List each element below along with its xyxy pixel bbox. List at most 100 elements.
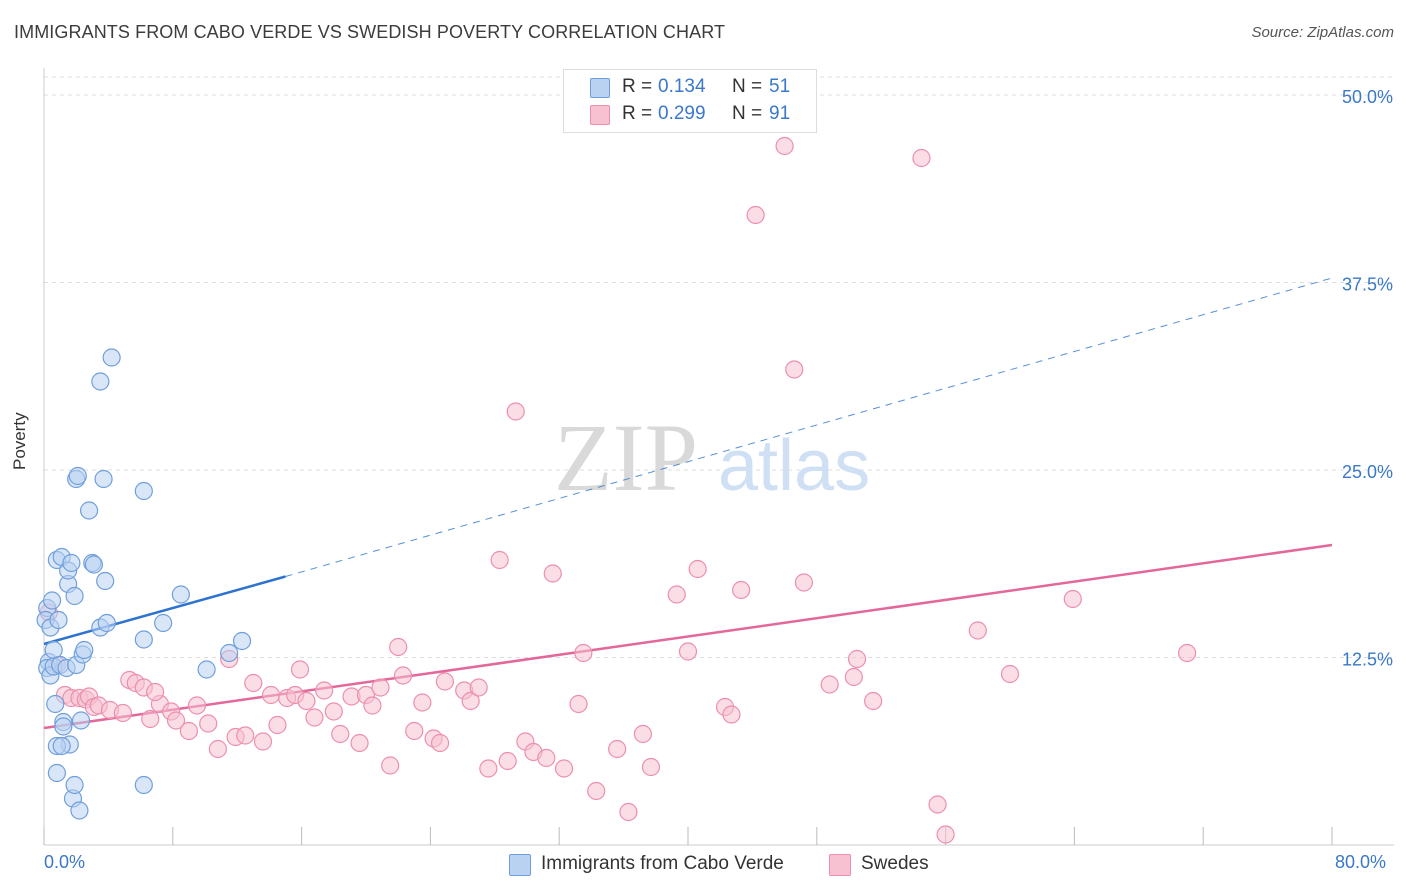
legend-r-label: R = [622,76,653,97]
legend-n-value: 51 [769,76,791,97]
data-point-pink [641,757,661,777]
data-point-pink [363,696,382,715]
legend-r-value: 0.134 [658,76,706,97]
watermark-atlas: atlas [718,426,870,506]
series-legend: Immigrants from Cabo Verde Swedes [0,851,1406,879]
data-point-blue [134,481,153,501]
data-point-blue [68,466,87,486]
data-point-pink [305,708,324,727]
data-point-pink [785,360,804,379]
data-point-pink [678,642,698,661]
data-point-pink [1063,589,1082,609]
data-point-blue [46,694,65,714]
legend-swatch-cabo-verde [509,854,531,876]
data-point-pink [324,702,343,721]
data-point-pink [113,703,132,723]
data-point-pink [461,691,480,711]
data-point-pink [297,691,316,711]
data-point-pink [1000,664,1020,684]
data-point-pink [537,748,556,768]
data-point-pink [166,711,186,730]
data-point-pink [722,705,741,724]
point-layer [36,136,1197,844]
data-point-pink [253,732,273,751]
legend-r-value: 0.299 [658,103,706,124]
data-point-pink [490,550,509,570]
data-point-pink [688,559,707,579]
data-point-pink [290,660,310,679]
y-tick-label: 25.0% [1342,462,1393,482]
data-point-pink [435,672,454,691]
legend-swatch-swedes [829,854,851,876]
data-point-blue [65,775,84,795]
data-point-pink [608,739,627,759]
data-point-blue [42,591,62,610]
data-point-blue [79,501,99,520]
x-tick-label-min: 0.0% [44,852,86,872]
x-tick-label-max: 80.0% [1335,852,1387,872]
watermark: ZIP atlas [554,404,870,511]
data-point-pink [732,580,751,600]
data-point-pink [498,751,517,771]
data-point-pink [469,678,488,697]
chart-title: IMMIGRANTS FROM CABO VERDE VS SWEDISH PO… [14,22,726,42]
data-point-blue [96,571,115,591]
data-point-pink [667,585,686,604]
legend-row-cabo-verde: R = 0.134 N = 51 [564,73,816,101]
data-point-pink [141,709,160,729]
data-point-blue [54,717,73,736]
data-point-blue [70,801,89,820]
legend-swatch-blue [590,78,610,98]
data-point-pink [199,714,218,733]
data-point-pink [1177,643,1197,663]
data-point-pink [236,726,255,745]
y-tick-label: 12.5% [1342,650,1393,670]
data-point-blue [91,372,110,391]
data-point-pink [261,685,281,705]
data-point-pink [746,205,765,225]
data-point-pink [315,681,334,700]
y-axis-label: Poverty [10,412,29,470]
data-point-pink [912,148,931,168]
data-point-pink [393,666,413,685]
data-point-pink [928,795,947,814]
legend-label-cabo-verde: Immigrants from Cabo Verde [541,853,784,874]
data-point-pink [633,724,653,744]
data-point-blue [171,585,190,604]
data-point-pink [847,649,867,669]
data-point-pink [208,739,227,759]
data-point-blue [94,469,113,489]
data-point-pink [350,733,369,753]
data-point-blue [134,630,153,649]
data-point-pink [187,696,207,715]
data-point-pink [864,691,883,711]
correlation-legend: R = 0.134 N = 51 R = 0.299 N = 91 [563,69,817,133]
data-point-pink [619,802,638,822]
trend-line-pink [43,543,1333,730]
data-point-blue [75,640,94,660]
axis-layer [43,68,1394,846]
legend-r-label: R = [622,103,653,124]
legend-n-value: 91 [769,103,791,124]
source-credit: Source: ZipAtlas.com [1251,24,1394,41]
data-point-pink [968,621,987,640]
trend-line-blue [43,575,286,646]
data-point-pink [775,136,794,156]
data-point-pink [844,667,863,687]
data-point-blue [102,348,121,367]
tick-label-layer: 12.5% 25.0% 37.5% 50.0% [1342,87,1393,670]
data-point-pink [413,693,432,712]
data-point-blue [197,660,216,679]
data-point-pink [794,573,814,592]
data-point-pink [405,721,424,741]
data-point-pink [506,402,525,421]
y-tick-label: 50.0% [1342,87,1393,107]
watermark-zip: ZIP [554,404,698,511]
data-point-blue [84,555,104,574]
data-point-pink [936,825,955,844]
data-point-blue [49,610,68,630]
data-point-blue [65,586,84,606]
data-point-blue [62,553,81,573]
data-point-pink [331,724,350,744]
